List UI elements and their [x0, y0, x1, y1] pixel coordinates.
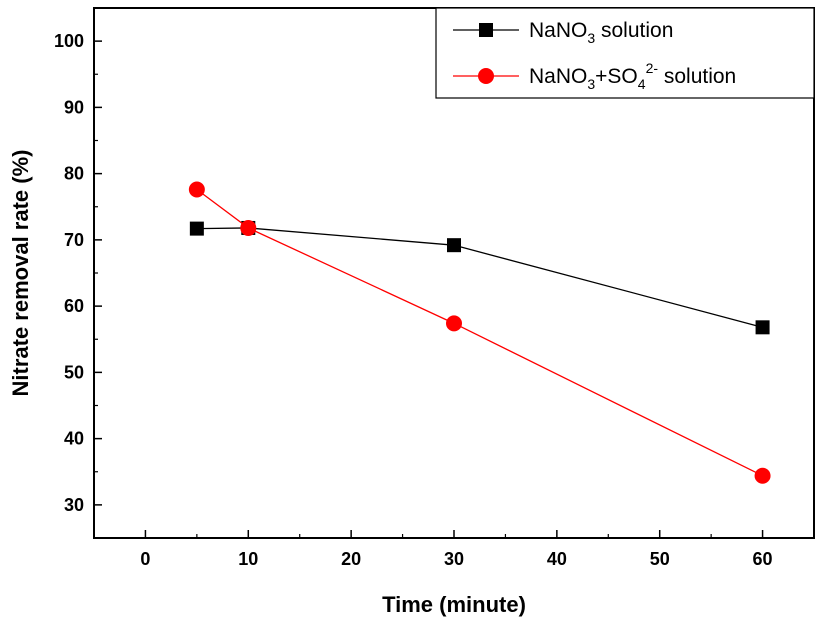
legend: NaNO3 solution NaNO3+SO42- solution: [435, 7, 815, 99]
data-point: [754, 467, 771, 484]
x-axis-title: Time (minute): [382, 592, 526, 617]
x-tick-label: 30: [444, 549, 464, 569]
legend-label: NaNO3+SO42- solution: [529, 60, 736, 92]
y-axis-ticks: 30 40 50 60 70 80 90 100: [54, 7, 102, 515]
legend-marker: [479, 23, 493, 37]
legend-box: [435, 7, 815, 99]
legend-item: NaNO3+SO42- solution: [453, 60, 736, 92]
legend-marker: [478, 68, 494, 84]
y-tick-label: 60: [64, 296, 84, 316]
y-tick-label: 100: [54, 31, 84, 51]
legend-label: NaNO3 solution: [529, 19, 673, 46]
legend-item: NaNO3 solution: [453, 19, 673, 46]
data-point: [446, 315, 462, 332]
series-line: [196, 227, 763, 328]
x-tick-label: 10: [238, 549, 258, 569]
y-axis-title: Nitrate removal rate (%): [8, 150, 33, 397]
y-tick-label: 30: [64, 495, 84, 515]
y-tick-label: 90: [64, 97, 84, 117]
x-tick-label: 60: [753, 549, 773, 569]
y-tick-label: 50: [64, 362, 84, 382]
x-tick-label: 20: [341, 549, 361, 569]
y-tick-label: 80: [64, 164, 84, 184]
x-axis-ticks: 0 10 20 30 40 50 60: [93, 530, 815, 569]
series-line: [196, 189, 763, 477]
y-tick-label: 40: [64, 429, 84, 449]
series-2: [188, 181, 771, 484]
x-tick-label: 50: [650, 549, 670, 569]
data-point: [189, 221, 204, 236]
x-tick-label: 0: [140, 549, 150, 569]
series-1: [189, 220, 770, 335]
data-point: [755, 320, 770, 335]
data-point: [188, 181, 205, 198]
series-layer: [188, 181, 771, 484]
data-point: [447, 238, 461, 253]
y-tick-label: 70: [64, 230, 84, 250]
data-point: [240, 219, 257, 236]
x-tick-label: 40: [547, 549, 567, 569]
legend-items: NaNO3 solution NaNO3+SO42- solution: [453, 19, 736, 92]
